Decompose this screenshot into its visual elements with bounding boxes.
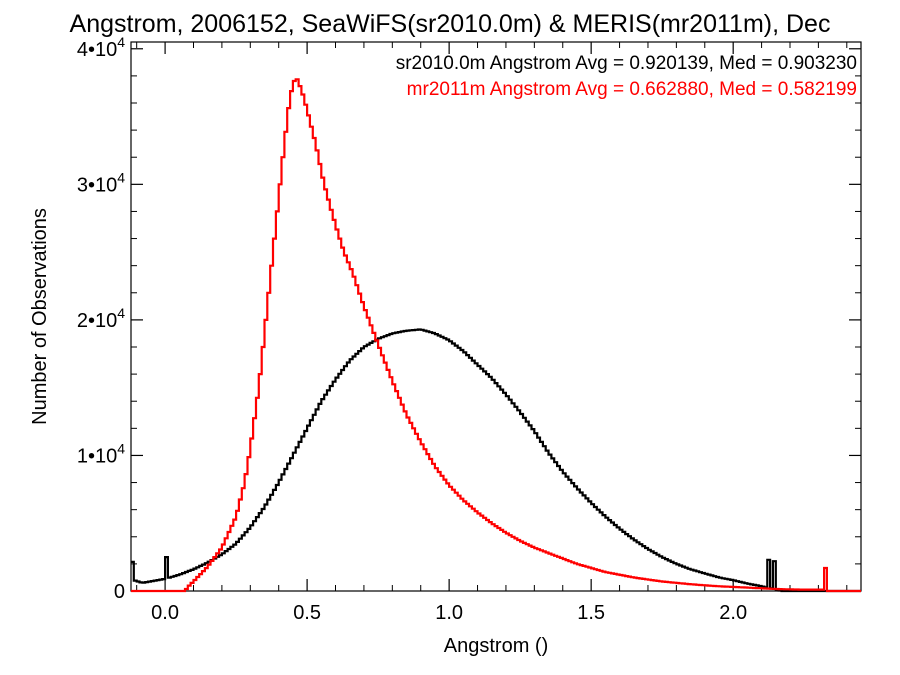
legend: sr2010.0m Angstrom Avg = 0.920139, Med =… xyxy=(396,53,857,100)
y-tick-label: 2•104 xyxy=(77,305,125,332)
x-tick-label: 0.0 xyxy=(151,602,179,624)
y-tick-label-base: 1•10 xyxy=(77,445,117,467)
y-tick-label: 3•104 xyxy=(77,169,125,196)
y-tick-label-exponent: 4 xyxy=(117,440,125,456)
x-tick-label: 1.5 xyxy=(577,602,605,624)
chart-title: Angstrom, 2006152, SeaWiFS(sr2010.0m) & … xyxy=(70,10,831,38)
y-tick-label-base: 2•10 xyxy=(77,310,117,332)
legend-entry-mr2011: mr2011m Angstrom Avg = 0.662880, Med = 0… xyxy=(407,79,857,100)
legend-entry-sr2010: sr2010.0m Angstrom Avg = 0.920139, Med =… xyxy=(396,53,857,74)
series-line-1 xyxy=(131,78,861,593)
y-tick-label-exponent: 4 xyxy=(117,34,125,50)
y-tick-label: 4•104 xyxy=(77,34,125,61)
series-line-0 xyxy=(131,328,861,593)
x-tick-label: 2.0 xyxy=(719,602,747,624)
y-tick-label-base: 4•10 xyxy=(77,39,117,61)
plot-frame xyxy=(130,41,862,592)
x-axis: 0.0 0.5 1.0 1.5 2.0 xyxy=(136,42,848,624)
y-tick-label-base: 0 xyxy=(114,581,125,603)
y-tick-label: 1•104 xyxy=(77,440,125,467)
y-tick-label-exponent: 4 xyxy=(117,169,125,185)
y-tick-label: 0 xyxy=(114,581,125,603)
y-tick-label-base: 3•10 xyxy=(77,174,117,196)
y-axis-label: Number of Observations xyxy=(29,208,51,425)
series-layer xyxy=(131,78,861,593)
x-axis-label: Angstrom () xyxy=(444,635,548,657)
x-tick-label: 0.5 xyxy=(293,602,321,624)
x-tick-label: 1.0 xyxy=(435,602,463,624)
y-tick-label-exponent: 4 xyxy=(117,305,125,321)
